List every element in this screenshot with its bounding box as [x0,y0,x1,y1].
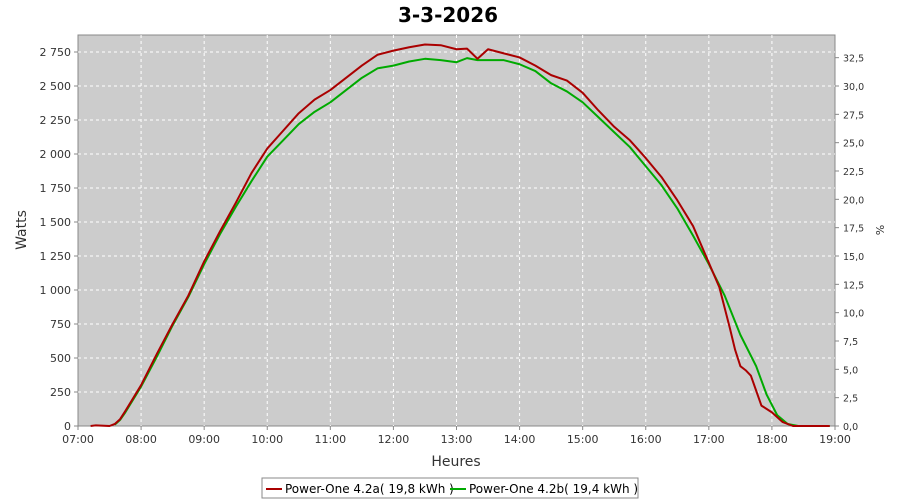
y-tick-label: 750 [50,318,71,331]
x-tick-label: 14:00 [504,433,536,446]
legend: Power-One 4.2a( 19,8 kWh ) Power-One 4.2… [261,477,639,499]
legend-label-series-a: Power-One 4.2a( 19,8 kWh ) [285,482,454,496]
x-tick-label: 18:00 [756,433,788,446]
y-right-tick-label: 7,5 [843,337,858,348]
x-axis: 07:00 08:00 09:00 10:00 11:00 12:00 13:00 14:00… [62,426,851,446]
y-tick-label: 1 500 [40,216,72,229]
series-line-a [90,43,830,427]
y-tick-label: 2 500 [40,80,72,93]
x-axis-label: Heures [431,454,480,470]
y-tick-label: 250 [50,386,71,399]
x-tick-label: 15:00 [567,433,599,446]
y-tick-label: 2 750 [40,46,72,59]
y-right-tick-label: 12,5 [843,280,864,291]
y-right-tick-label: 20,0 [843,195,864,206]
x-tick-label: 07:00 [62,433,94,446]
y-right-tick-label: 15,0 [843,252,864,263]
y-right-tick-label: 22,5 [843,167,864,178]
x-tick-label: 13:00 [441,433,473,446]
grid-lines [78,35,835,426]
y-tick-label: 1 750 [40,182,72,195]
x-tick-label: 11:00 [314,433,346,446]
y-axis-label: Watts [14,210,30,250]
y-tick-label: 2 250 [40,114,72,127]
y-tick-label: 2 000 [40,148,72,161]
x-tick-label: 08:00 [125,433,157,446]
y-right-tick-label: 30,0 [843,82,864,93]
x-tick-label: 12:00 [378,433,410,446]
y-right-tick-label: 5,0 [843,365,858,376]
x-tick-label: 16:00 [630,433,662,446]
y-tick-label: 1 250 [40,250,72,263]
y-right-tick-label: 0,0 [843,422,858,433]
y-right-tick-label: 17,5 [843,224,864,235]
y-tick-label: 500 [50,352,71,365]
y-axis-right-label: % [873,225,886,235]
y-right-tick-label: 2,5 [843,394,858,405]
x-tick-label: 10:00 [251,433,283,446]
y-right-tick-label: 32,5 [843,54,864,65]
y-axis-left: 0 250 500 750 1 000 1 250 1 500 1 750 2 000 2 250… [40,46,78,433]
y-right-tick-label: 25,0 [843,139,864,150]
x-tick-label: 19:00 [819,433,851,446]
y-axis-right: 0,0 2,5 5,0 7,5 10,0 12,5 15,0 17,5 20,0 22,5 25,0… [835,54,864,433]
series-layer [90,43,830,427]
y-tick-label: 1 000 [40,284,72,297]
y-right-tick-label: 10,0 [843,309,864,320]
chart-title: 3-3-2026 [398,3,498,27]
x-tick-label: 09:00 [188,433,220,446]
y-right-tick-label: 27,5 [843,110,864,121]
x-tick-label: 17:00 [693,433,725,446]
legend-label-series-b: Power-One 4.2b( 19,4 kWh ) [469,482,638,496]
y-tick-label: 0 [64,420,71,433]
